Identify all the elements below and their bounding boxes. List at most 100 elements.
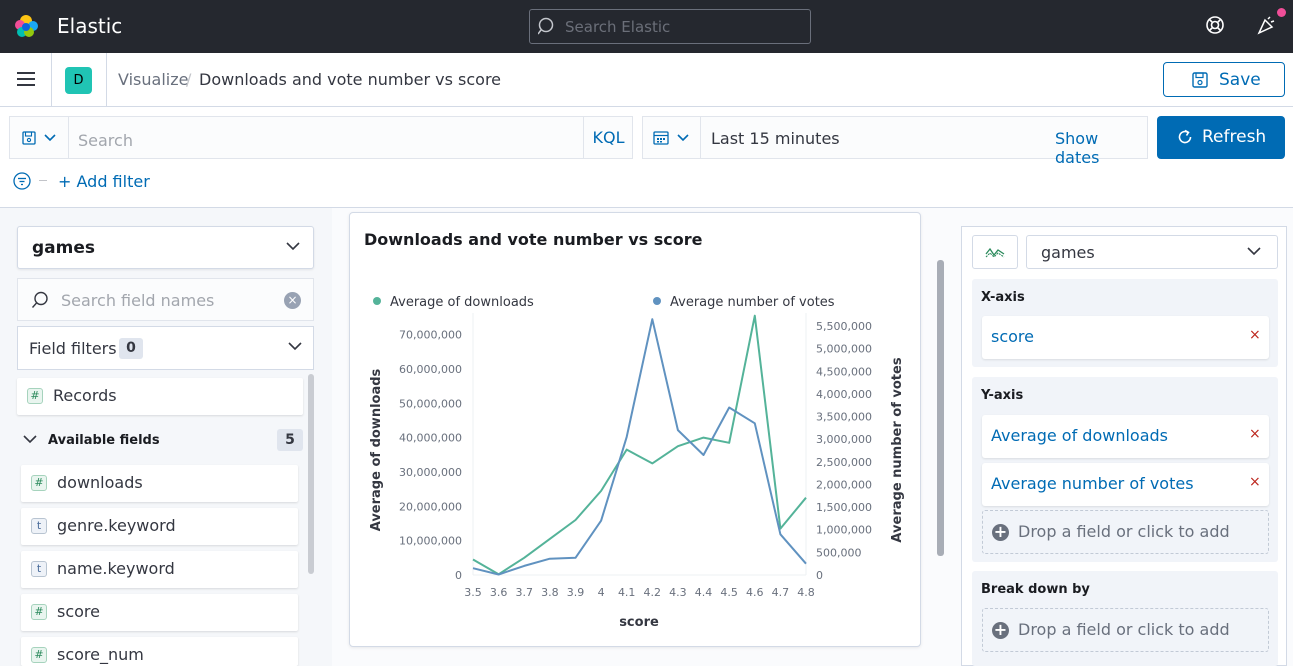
scrollbar[interactable] [937, 260, 944, 556]
y-axis-left-title: Average of downloads [369, 368, 384, 531]
available-fields-count: 5 [277, 429, 303, 451]
line-chart[interactable]: Downloads and vote number vs score Averag… [350, 213, 920, 646]
query-input[interactable]: Search [78, 131, 133, 150]
y-left-tick-label: 0 [455, 569, 462, 582]
x-tick-label: 4.1 [618, 586, 636, 599]
y-right-tick-label: 4,500,000 [816, 365, 872, 378]
remove-icon[interactable]: × [1249, 426, 1261, 442]
number-type-icon: # [31, 647, 47, 663]
clear-icon[interactable]: × [284, 292, 301, 309]
legend-marker [373, 297, 381, 305]
search-icon [31, 291, 48, 308]
save-icon [1192, 72, 1208, 88]
breakdown-drop-zone[interactable]: + Drop a field or click to add [982, 608, 1269, 652]
y-right-tick-label: 3,000,000 [816, 433, 872, 446]
x-tick-label: 3.5 [464, 586, 482, 599]
index-pattern-select[interactable]: games [17, 226, 314, 269]
help-icon[interactable] [1205, 15, 1225, 35]
breadcrumb-separator: / [186, 70, 192, 89]
refresh-icon [1178, 129, 1192, 144]
series-line [472, 314, 807, 576]
records-field[interactable]: # Records [17, 378, 303, 415]
kql-toggle-button[interactable]: KQL [583, 117, 633, 158]
newsfeed-icon[interactable] [1256, 14, 1278, 36]
refresh-button[interactable]: Refresh [1157, 116, 1285, 159]
field-name: name.keyword [57, 559, 175, 578]
y-right-tick-label: 5,500,000 [816, 320, 872, 333]
x-tick-label: 4.6 [746, 586, 764, 599]
chart-title: Downloads and vote number vs score [364, 230, 703, 249]
show-dates-link[interactable]: Show dates [1055, 129, 1100, 167]
y-axis-right-title: Average number of votes [890, 357, 905, 542]
y-left-tick-label: 40,000,000 [399, 432, 462, 445]
x-axis-dimension[interactable]: score × [982, 316, 1269, 359]
x-tick-label: 4.3 [669, 586, 687, 599]
menu-icon[interactable] [17, 72, 35, 86]
field-item[interactable]: # score_num [21, 637, 298, 666]
dimension-label: Average number of votes [991, 474, 1194, 493]
dimension-label: score [991, 327, 1034, 346]
save-button[interactable]: Save [1163, 62, 1285, 97]
calendar-icon [653, 131, 669, 145]
layer-index-label: games [1041, 243, 1095, 262]
y-axis-drop-zone[interactable]: + Drop a field or click to add [982, 510, 1269, 554]
field-name: genre.keyword [57, 516, 176, 535]
y-right-tick-label: 3,500,000 [816, 411, 872, 424]
chart-card: Downloads and vote number vs score Averag… [349, 212, 921, 647]
notification-dot [1277, 8, 1286, 17]
scrollbar[interactable] [308, 374, 314, 574]
global-search-placeholder: Search Elastic [565, 18, 671, 36]
field-item[interactable]: t name.keyword [21, 551, 298, 588]
time-range-label[interactable]: Last 15 minutes [711, 129, 840, 148]
x-tick-label: 3.8 [541, 586, 559, 599]
x-tick-label: 4 [598, 586, 605, 599]
refresh-label: Refresh [1202, 127, 1267, 147]
field-item[interactable]: # downloads [21, 465, 298, 502]
x-tick-label: 4.7 [772, 586, 790, 599]
global-search-input[interactable]: Search Elastic [529, 9, 811, 44]
field-name: score [57, 602, 100, 621]
y-left-tick-label: 20,000,000 [399, 500, 462, 513]
breadcrumb-visualize[interactable]: Visualize [118, 70, 189, 89]
y-left-tick-label: 10,000,000 [399, 535, 462, 548]
plus-icon: + [992, 620, 1009, 639]
y-axis-dimension[interactable]: Average number of votes × [982, 463, 1269, 506]
elastic-logo-icon[interactable] [13, 13, 40, 40]
y-left-tick-label: 50,000,000 [399, 397, 462, 410]
chevron-down-icon [1247, 247, 1261, 256]
number-type-icon: # [31, 475, 47, 491]
quick-select-button[interactable] [643, 117, 701, 158]
field-item[interactable]: # score [21, 594, 298, 631]
breakdown-group: Break down by [972, 571, 1278, 666]
date-picker: Last 15 minutes Show dates [642, 116, 1148, 167]
y-right-tick-label: 2,500,000 [816, 456, 872, 469]
saved-query-button[interactable] [10, 117, 69, 158]
remove-icon[interactable]: × [1249, 474, 1261, 490]
field-search-input[interactable]: Search field names × [17, 278, 314, 321]
divider [51, 53, 52, 107]
field-filters-label: Field filters [29, 339, 117, 358]
chevron-down-icon [677, 134, 689, 142]
y-axis-dimension[interactable]: Average of downloads × [982, 415, 1269, 458]
field-item[interactable]: t genre.keyword [21, 508, 298, 545]
available-fields-header[interactable]: Available fields 5 [23, 429, 303, 452]
filter-icon[interactable] [13, 172, 31, 190]
chart-type-switcher[interactable] [972, 235, 1018, 269]
x-tick-label: 3.6 [490, 586, 508, 599]
y-right-tick-label: 5,000,000 [816, 343, 872, 356]
y-right-tick-label: 0 [816, 569, 823, 582]
field-name: Records [53, 386, 117, 405]
x-tick-label: 3.7 [515, 586, 533, 599]
string-type-icon: t [31, 518, 47, 534]
top-header: Elastic Search Elastic [0, 0, 1293, 53]
field-filters-toggle[interactable]: Field filters 0 [17, 326, 314, 370]
space-avatar[interactable]: D [65, 67, 92, 94]
breadcrumb-bar: D Visualize / Downloads and vote number … [0, 53, 1293, 107]
remove-icon[interactable]: × [1249, 327, 1261, 343]
chevron-down-icon [288, 342, 302, 351]
layer-index-select[interactable]: games [1026, 235, 1278, 269]
x-tick-label: 4.5 [720, 586, 738, 599]
index-pattern-label: games [32, 238, 96, 258]
x-tick-label: 4.8 [797, 586, 815, 599]
add-filter-button[interactable]: + Add filter [58, 172, 150, 191]
